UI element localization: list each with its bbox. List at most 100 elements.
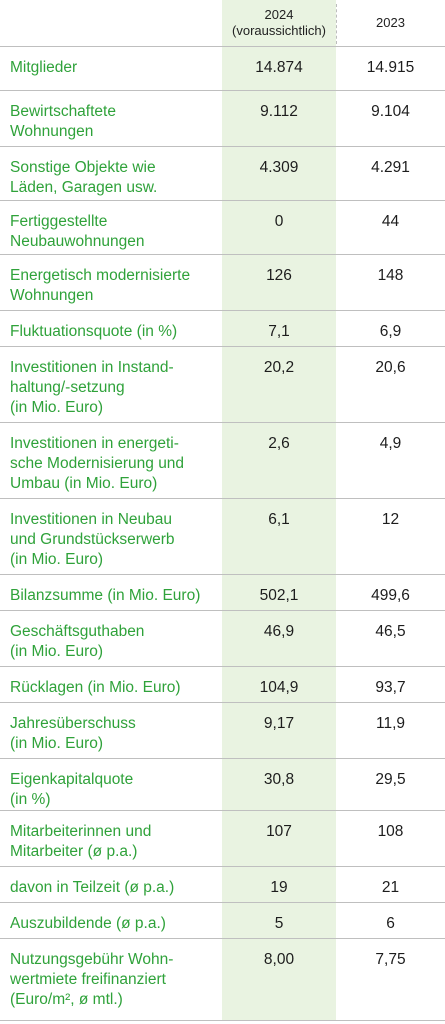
table-row: 5 6 Auszubildende (ø p.a.) [0, 903, 445, 938]
column-header-2023-year: 2023 [376, 15, 405, 30]
row-divider [0, 422, 445, 423]
row-label: Geschäftsguthaben (in Mio. Euro) [10, 623, 145, 660]
value-2024: 126 [266, 267, 292, 284]
table-row: 126 148 Energetisch modernisierte Wohnunge… [0, 255, 445, 310]
value-2024: 46,9 [263, 623, 295, 640]
value-2023: 7,75 [375, 951, 406, 968]
value-2023: 11,9 [375, 715, 406, 732]
value-2024: 502,1 [259, 587, 299, 604]
value-2024-cell: 502,1 [222, 575, 336, 610]
value-2024: 7,1 [268, 323, 290, 340]
table-header: 2024 (voraussichtlich) 2023 [0, 0, 445, 46]
row-divider [0, 1020, 445, 1021]
table-row: 7,1 6,9 Fluktuationsquote (in %) [0, 311, 445, 346]
value-2023-cell: 14.915 [336, 47, 445, 78]
row-divider [0, 498, 445, 499]
value-2024-cell: 20,2 [222, 347, 336, 422]
row-divider [0, 758, 445, 759]
table-row: 8,00 7,75 Nutzungsgebühr Wohn- wertmiete f… [0, 939, 445, 1020]
value-2023: 20,6 [375, 359, 406, 376]
row-label: davon in Teilzeit (ø p.a.) [10, 879, 175, 896]
value-2024-cell: 126 [222, 255, 336, 310]
row-label: Rücklagen (in Mio. Euro) [10, 679, 181, 696]
value-2023-cell: 6,9 [336, 311, 445, 342]
row-divider [0, 200, 445, 201]
table-row: 30,8 29,5 Eigenkapitalquote (in %) [0, 759, 445, 810]
value-2023: 4.291 [371, 159, 410, 176]
value-2023-cell: 93,7 [336, 667, 445, 698]
value-2024-cell: 104,9 [222, 667, 336, 702]
row-label: Mitarbeiterinnen und Mitarbeiter (ø p.a.… [10, 823, 152, 860]
value-2023-cell: 499,6 [336, 575, 445, 606]
value-2024: 30,8 [263, 771, 295, 788]
value-2024-cell: 2,6 [222, 423, 336, 498]
table-row: 20,2 20,6 Investitionen in Instand- haltun… [0, 347, 445, 422]
value-2024-cell: 46,9 [222, 611, 336, 666]
value-2023-cell: 6 [336, 903, 445, 934]
column-header-2024-year: 2024 [264, 7, 294, 22]
value-2023-cell: 9.104 [336, 91, 445, 122]
value-2024-cell: 4.309 [222, 147, 336, 200]
value-2023-cell: 148 [336, 255, 445, 286]
row-divider [0, 610, 445, 611]
value-2024: 4.309 [259, 159, 299, 176]
table-row: 19 21 davon in Teilzeit (ø p.a.) [0, 867, 445, 902]
table-row: 0 44 Fertiggestellte Neubauwohnungen [0, 201, 445, 254]
value-2024-cell: 9,17 [222, 703, 336, 758]
header-divider [336, 4, 337, 44]
value-2024-cell: 8,00 [222, 939, 336, 1020]
value-2023-cell: 4.291 [336, 147, 445, 178]
row-label: Energetisch modernisierte Wohnungen [10, 267, 191, 304]
value-2023-cell: 44 [336, 201, 445, 232]
table-row: 9,17 11,9 Jahresüberschuss (in Mio. Euro) [0, 703, 445, 758]
row-divider [0, 938, 445, 939]
row-divider [0, 810, 445, 811]
value-2023: 6 [386, 915, 395, 932]
value-2024: 5 [274, 915, 284, 932]
value-2023-cell: 29,5 [336, 759, 445, 790]
value-2024: 0 [274, 213, 284, 230]
value-2023: 148 [377, 267, 404, 284]
row-label: Investitionen in energeti- sche Modernis… [10, 435, 185, 492]
value-2024-cell: 0 [222, 201, 336, 254]
value-2023: 4,9 [379, 435, 402, 452]
value-2023-cell: 108 [336, 811, 445, 842]
row-divider [0, 702, 445, 703]
value-2023-cell: 12 [336, 499, 445, 530]
value-2024-cell: 19 [222, 867, 336, 902]
table-row: 2,6 4,9 Investitionen in energeti- sche Mo… [0, 423, 445, 498]
value-2023-cell: 20,6 [336, 347, 445, 378]
value-2023: 499,6 [371, 587, 410, 604]
value-2024: 19 [270, 879, 288, 896]
value-2023-cell: 46,5 [336, 611, 445, 642]
row-label: Nutzungsgebühr Wohn- wertmiete freifinan… [10, 951, 174, 1008]
value-2024: 104,9 [259, 679, 299, 696]
value-2024-cell: 7,1 [222, 311, 336, 346]
table-row: 4.309 4.291 Sonstige Objekte wie Läden, Ga… [0, 147, 445, 200]
value-2023: 12 [381, 511, 400, 528]
table-row: 14.874 14.915 Mitglieder [0, 47, 445, 90]
value-2023: 44 [381, 213, 400, 230]
row-divider [0, 346, 445, 347]
row-label: Investitionen in Neubau und Grundstückse… [10, 511, 175, 568]
row-divider [0, 46, 445, 47]
table-row: 104,9 93,7 Rücklagen (in Mio. Euro) [0, 667, 445, 702]
table-row: 46,9 46,5 Geschäftsguthaben (in Mio. Euro) [0, 611, 445, 666]
value-2023-cell: 21 [336, 867, 445, 898]
value-2024-cell: 107 [222, 811, 336, 866]
value-2023-cell: 11,9 [336, 703, 445, 734]
value-2023: 14.915 [366, 59, 415, 76]
table-row: 9.112 9.104 Bewirtschaftete Wohnungen [0, 91, 445, 146]
row-divider [0, 902, 445, 903]
value-2023: 29,5 [375, 771, 406, 788]
row-label: Sonstige Objekte wie Läden, Garagen usw. [10, 159, 158, 196]
value-2024: 2,6 [268, 435, 290, 452]
value-2023: 46,5 [375, 623, 406, 640]
row-label: Auszubildende (ø p.a.) [10, 915, 166, 932]
value-2024-cell: 14.874 [222, 47, 336, 90]
column-header-2023: 2023 [336, 0, 445, 46]
row-label: Bewirtschaftete Wohnungen [10, 103, 116, 140]
row-label: Fluktuationsquote (in %) [10, 323, 178, 340]
value-2023-cell: 7,75 [336, 939, 445, 970]
row-divider [0, 310, 445, 311]
